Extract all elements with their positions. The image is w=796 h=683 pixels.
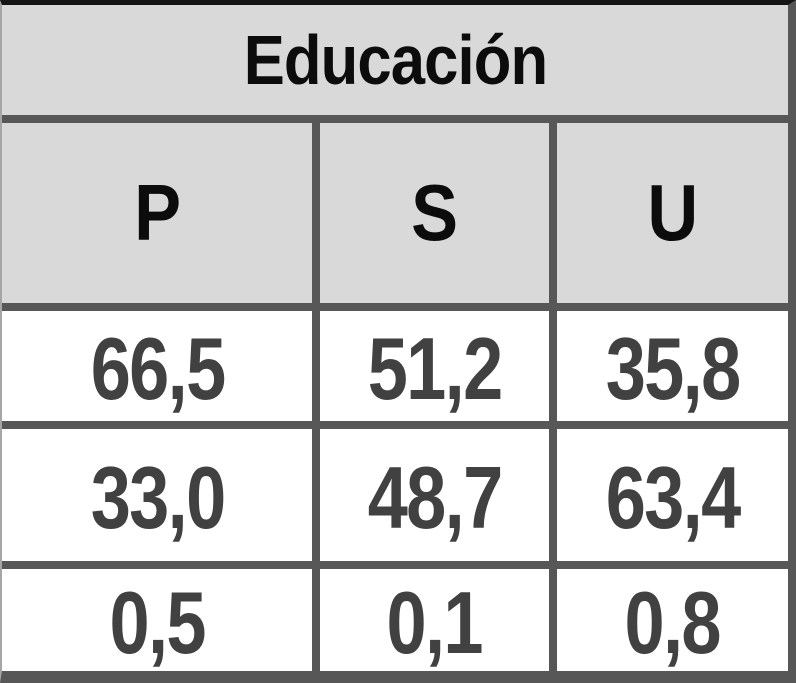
- table-cell-r1-s: 51,2: [320, 311, 549, 421]
- table-cell-value: 0,8: [624, 573, 722, 671]
- table-cell-value: 63,4: [605, 448, 741, 547]
- table-cell-r1-u: 35,8: [556, 311, 788, 421]
- table-cell-value: 0,5: [109, 573, 206, 671]
- table-cell-r2-u: 63,4: [556, 429, 788, 561]
- table-title-cell: Educación: [2, 5, 788, 115]
- table-cell-value: 51,2: [367, 319, 504, 418]
- column-header-s-label: S: [411, 168, 459, 257]
- table-cell-r2-p: 33,0: [2, 429, 313, 561]
- table-cell-value: 35,8: [605, 319, 741, 418]
- table-cell-r3-s: 0,1: [320, 569, 549, 671]
- table-cell-r2-s: 48,7: [320, 429, 549, 561]
- table-cell-r3-u: 0,8: [556, 569, 788, 671]
- table-cell-value: 66,5: [90, 319, 226, 418]
- column-header-p: P: [2, 123, 313, 303]
- column-header-u-label: U: [647, 168, 698, 257]
- table-cell-value: 33,0: [90, 448, 226, 547]
- table-cell-r1-p: 66,5: [2, 311, 313, 421]
- table-cell-value: 48,7: [367, 448, 504, 547]
- table-cell-r3-p: 0,5: [2, 569, 313, 671]
- column-header-u: U: [556, 123, 788, 303]
- column-header-s: S: [320, 123, 549, 303]
- column-header-p-label: P: [134, 168, 181, 257]
- table-cell-value: 0,1: [386, 573, 484, 671]
- table-title: Educación: [243, 21, 547, 99]
